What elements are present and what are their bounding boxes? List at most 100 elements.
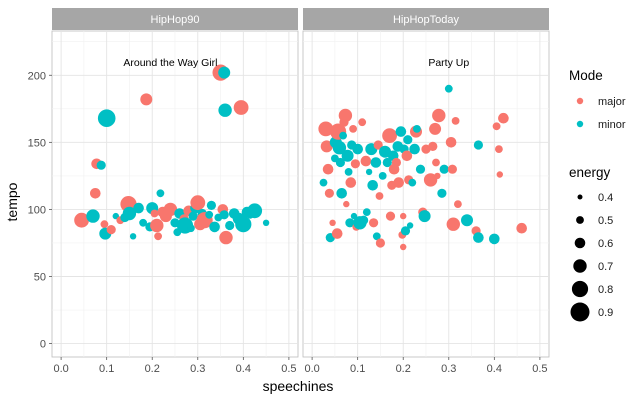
facet-strip-label: HipHop90 [151,14,200,26]
size-legend-key [576,216,584,224]
data-point-major [349,124,357,133]
y-tick-label: 150 [28,137,46,149]
y-axis-title: tempo [4,182,20,221]
data-point-minor [97,109,116,127]
x-tick-label: 0.4 [236,363,251,375]
data-point-minor [139,218,148,227]
x-tick-label: 0.1 [350,363,365,375]
data-point-minor [133,202,144,214]
x-tick-label: 0.3 [441,363,456,375]
legend-key-minor [576,120,584,128]
size-legend-key [570,302,590,322]
data-point-major [432,108,446,123]
data-point-minor [413,124,421,133]
data-point-major [375,192,384,200]
color-legend: Mode major minor [569,68,626,131]
data-point-major [382,128,397,144]
data-point-major [516,222,527,234]
data-point-major [100,220,109,229]
data-point-minor [378,172,387,180]
data-point-minor [382,157,392,168]
size-legend-label: 0.8 [598,284,613,296]
data-point-minor [129,233,137,240]
x-tick-label: 0.0 [304,363,319,375]
size-legend-key [571,280,589,298]
point-annotation: Party Up [428,57,469,69]
x-tick-label: 0.2 [396,363,411,375]
data-point-minor [352,143,364,155]
data-point-minor [341,149,354,162]
data-point-minor [372,232,381,241]
data-point-major [140,93,153,106]
data-point-major [492,122,501,131]
data-point-minor [187,224,195,233]
data-point-minor [262,219,270,226]
data-point-major [150,218,164,233]
y-tick-label: 50 [34,272,46,284]
data-point-major [391,157,401,168]
data-point-major [150,209,159,218]
data-point-minor [444,84,453,93]
data-point-major [360,155,372,167]
data-point-major [329,219,336,226]
data-point-major [447,164,457,174]
data-point-major [429,122,442,135]
data-point-major [454,200,462,209]
data-point-major [90,188,101,199]
data-point-major [385,211,396,221]
facet-strip [303,8,549,30]
data-point-major [369,218,379,228]
data-point-minor [219,210,229,220]
data-point-major [373,140,383,150]
size-legend: energy 0.4 0.5 0.6 0.7 0.8 0.9 [569,165,613,322]
data-point-minor [86,209,100,223]
data-point-minor [359,215,369,225]
size-legend-label: 0.9 [598,307,613,319]
data-point-minor [218,66,231,79]
size-legend-key [577,194,583,200]
size-legend-key [574,237,586,249]
data-point-major [106,225,116,235]
data-point-minor [365,168,373,176]
data-point-minor [379,145,391,158]
data-point-major [400,212,407,220]
x-tick-label: 0.4 [487,363,502,375]
y-tick-label: 100 [28,204,46,216]
size-legend-label: 0.4 [598,192,613,204]
data-point-major [154,232,163,241]
data-point-minor [437,188,447,198]
data-point-minor [209,221,220,233]
data-point-major [451,117,460,125]
data-point-minor [96,160,106,170]
data-point-minor [489,233,500,245]
data-point-minor [205,210,214,219]
data-point-major [375,238,385,248]
data-point-major [233,100,249,115]
data-point-minor [400,226,411,236]
data-point-minor [345,218,355,228]
data-point-major [400,243,407,251]
color-legend-title: Mode [569,68,603,83]
data-point-minor [225,220,235,231]
data-point-major [345,177,357,188]
point-annotation: Around the Way Girl [123,57,217,69]
x-tick-label: 0.5 [532,363,547,375]
data-point-major [190,195,206,211]
data-point-minor [156,189,165,198]
data-point-minor [395,126,407,137]
data-point-minor [188,211,198,221]
x-tick-label: 0.3 [190,363,205,375]
data-point-major [496,171,503,178]
data-point-minor [335,157,345,168]
data-point-major [428,141,438,151]
data-point-major [350,159,360,169]
data-point-minor [473,140,483,150]
data-point-major [393,177,405,188]
data-point-minor [319,178,328,187]
data-point-minor [406,222,414,229]
data-point-major [358,118,367,127]
data-point-minor [344,168,353,176]
data-point-minor [473,232,484,243]
data-point-major [322,163,334,175]
